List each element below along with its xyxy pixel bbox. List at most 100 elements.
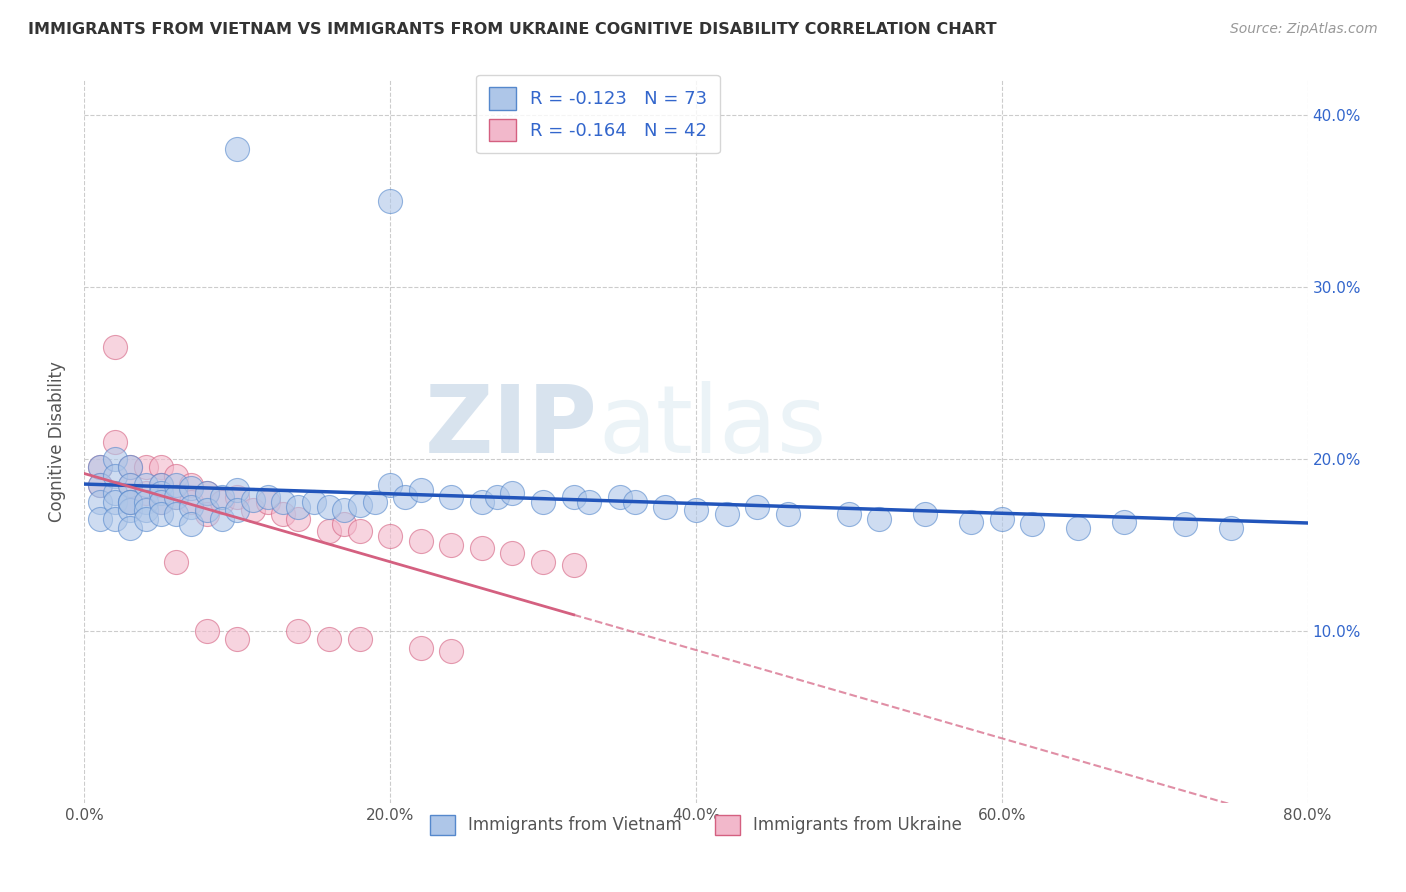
Point <box>104 340 127 354</box>
Point <box>135 486 157 500</box>
Point <box>716 507 738 521</box>
Point <box>257 490 280 504</box>
Point <box>120 477 142 491</box>
Point <box>89 477 111 491</box>
Point <box>135 494 157 508</box>
Point <box>502 546 524 560</box>
Point <box>609 490 631 504</box>
Point <box>180 500 202 514</box>
Point <box>180 494 202 508</box>
Point <box>120 494 142 508</box>
Point <box>318 524 340 538</box>
Point <box>149 460 172 475</box>
Point <box>211 490 233 504</box>
Point <box>562 558 585 573</box>
Point <box>226 142 249 156</box>
Point <box>120 494 142 508</box>
Point <box>349 498 371 512</box>
Point <box>120 477 142 491</box>
Y-axis label: Cognitive Disability: Cognitive Disability <box>48 361 66 522</box>
Point <box>195 624 218 638</box>
Point <box>271 494 294 508</box>
Point <box>349 524 371 538</box>
Point <box>149 494 172 508</box>
Point <box>380 477 402 491</box>
Point <box>226 632 249 647</box>
Point <box>991 512 1014 526</box>
Point <box>165 490 187 504</box>
Point <box>287 500 309 514</box>
Point <box>440 490 463 504</box>
Point <box>960 516 983 530</box>
Point <box>149 507 172 521</box>
Point <box>226 503 249 517</box>
Point <box>195 486 218 500</box>
Point <box>195 507 218 521</box>
Point <box>120 520 142 534</box>
Point <box>89 460 111 475</box>
Point <box>104 512 127 526</box>
Point <box>104 469 127 483</box>
Point <box>578 494 600 508</box>
Point <box>135 460 157 475</box>
Point <box>471 541 494 556</box>
Point <box>211 512 233 526</box>
Point <box>242 503 264 517</box>
Point <box>486 490 509 504</box>
Point <box>104 486 127 500</box>
Point <box>135 512 157 526</box>
Point <box>380 529 402 543</box>
Point <box>89 460 111 475</box>
Point <box>1114 516 1136 530</box>
Point <box>409 534 432 549</box>
Point <box>562 490 585 504</box>
Point <box>149 494 172 508</box>
Legend: Immigrants from Vietnam, Immigrants from Ukraine: Immigrants from Vietnam, Immigrants from… <box>419 805 973 845</box>
Point <box>89 477 111 491</box>
Point <box>211 494 233 508</box>
Point <box>135 477 157 491</box>
Point <box>1220 520 1243 534</box>
Point <box>257 494 280 508</box>
Point <box>135 503 157 517</box>
Point <box>440 538 463 552</box>
Point <box>380 194 402 208</box>
Text: IMMIGRANTS FROM VIETNAM VS IMMIGRANTS FROM UKRAINE COGNITIVE DISABILITY CORRELAT: IMMIGRANTS FROM VIETNAM VS IMMIGRANTS FR… <box>28 22 997 37</box>
Point <box>271 507 294 521</box>
Point <box>685 503 707 517</box>
Point <box>364 494 387 508</box>
Point <box>409 640 432 655</box>
Point <box>180 477 202 491</box>
Point <box>104 434 127 449</box>
Point <box>654 500 676 514</box>
Point <box>502 486 524 500</box>
Point <box>1067 520 1090 534</box>
Point <box>165 555 187 569</box>
Point <box>104 451 127 466</box>
Point <box>120 460 142 475</box>
Point <box>869 512 891 526</box>
Point <box>226 490 249 504</box>
Point <box>120 503 142 517</box>
Point <box>149 486 172 500</box>
Text: Source: ZipAtlas.com: Source: ZipAtlas.com <box>1230 22 1378 37</box>
Point <box>1174 517 1197 532</box>
Point <box>89 512 111 526</box>
Point <box>440 644 463 658</box>
Point <box>287 512 309 526</box>
Point <box>333 517 356 532</box>
Point <box>1021 517 1043 532</box>
Point <box>838 507 860 521</box>
Point <box>195 503 218 517</box>
Point <box>165 477 187 491</box>
Point <box>149 477 172 491</box>
Point <box>120 494 142 508</box>
Text: ZIP: ZIP <box>425 381 598 473</box>
Point <box>318 500 340 514</box>
Point <box>531 555 554 569</box>
Point <box>89 494 111 508</box>
Point <box>409 483 432 497</box>
Point <box>195 486 218 500</box>
Point <box>333 503 356 517</box>
Point <box>180 517 202 532</box>
